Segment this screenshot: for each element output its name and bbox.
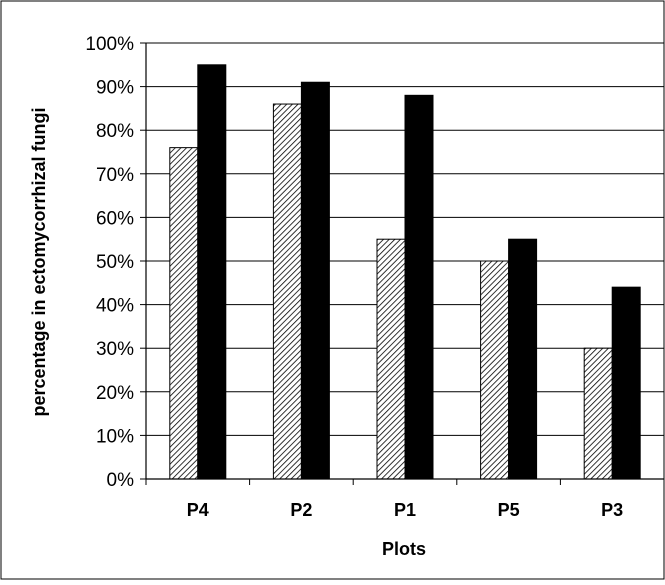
y-tick-label: 0% — [107, 470, 135, 491]
gridlines — [146, 42, 664, 436]
bar-solid-p2 — [300, 81, 330, 480]
x-category-label: P1 — [394, 500, 416, 520]
x-category-label: P4 — [187, 500, 209, 520]
bar-hatched-p4 — [169, 147, 199, 480]
bar-solid-p3 — [611, 286, 641, 480]
y-tick-label: 20% — [96, 383, 134, 404]
y-tick-label: 40% — [96, 296, 134, 317]
y-tick-label: 90% — [96, 78, 134, 99]
bar-solid-p1 — [404, 94, 434, 480]
y-tick-label: 60% — [96, 208, 134, 229]
bar-solid-p5 — [508, 238, 538, 480]
x-axis-title: Plots — [382, 539, 426, 559]
bar-solid-p4 — [197, 64, 227, 480]
x-category-label: P5 — [498, 500, 520, 520]
bar-hatched-p1 — [376, 238, 406, 480]
y-tick-label: 70% — [96, 165, 134, 186]
y-tick-label: 100% — [85, 34, 134, 55]
bar-hatched-p3 — [583, 347, 613, 480]
y-tick-label: 80% — [96, 121, 134, 142]
axes — [140, 42, 664, 485]
x-category-label: P2 — [290, 500, 312, 520]
y-tick-label: 30% — [96, 339, 134, 360]
y-tick-label: 50% — [96, 252, 134, 273]
x-category-labels: P4 P2 P1 P5 P3 — [187, 500, 623, 520]
bar-hatched-p2 — [272, 103, 302, 480]
y-axis-title: percentage in ectomycorrhizal fungi — [29, 107, 49, 416]
bar-hatched-p5 — [480, 260, 510, 480]
x-category-label: P3 — [601, 500, 623, 520]
y-tick-label: 10% — [96, 426, 134, 447]
y-tick-labels: 0% 10% 20% 30% 40% 50% 60% 70% 80% 90% 100% — [85, 34, 134, 491]
